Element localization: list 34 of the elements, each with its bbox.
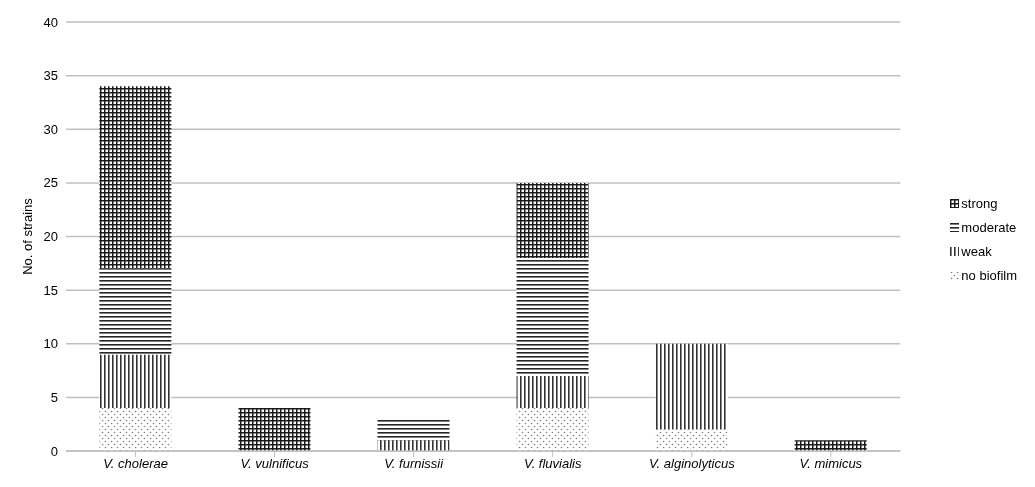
bar	[99, 86, 172, 269]
bar	[655, 429, 728, 451]
bar	[794, 440, 867, 451]
x-tick-label: V. cholerae	[103, 456, 168, 472]
legend-label: weak	[961, 243, 992, 259]
y-axis-title: No. of strains	[19, 197, 35, 275]
x-tick-label: V. mimicus	[799, 456, 863, 472]
bar	[516, 375, 589, 409]
bar	[377, 440, 450, 451]
y-tick-label: 35	[43, 68, 58, 84]
bar	[377, 418, 450, 441]
legend-label: strong	[961, 195, 998, 211]
x-tick-label: V. vulnificus	[240, 456, 310, 472]
bar	[516, 408, 589, 451]
x-tick-label: V. furnissii	[384, 456, 445, 472]
y-tick-label: 25	[43, 175, 58, 191]
bar	[516, 182, 589, 258]
bar	[516, 257, 589, 376]
y-tick-label: 0	[50, 443, 58, 459]
legend-label: moderate	[961, 219, 1017, 235]
bar	[99, 354, 172, 409]
legend-label: no biofilm	[961, 267, 1017, 283]
bar	[99, 408, 172, 451]
y-tick-label: 20	[43, 229, 58, 245]
y-tick-label: 5	[50, 389, 58, 405]
y-tick-label: 10	[43, 336, 58, 352]
y-tick-label: 15	[43, 282, 58, 298]
bar	[655, 343, 728, 430]
bar	[99, 268, 172, 355]
y-tick-label: 30	[43, 121, 58, 137]
bar	[238, 408, 311, 451]
x-tick-label: V. fluvialis	[523, 456, 582, 472]
x-tick-label: V. alginolyticus	[648, 456, 736, 472]
y-tick-label: 40	[43, 14, 58, 30]
